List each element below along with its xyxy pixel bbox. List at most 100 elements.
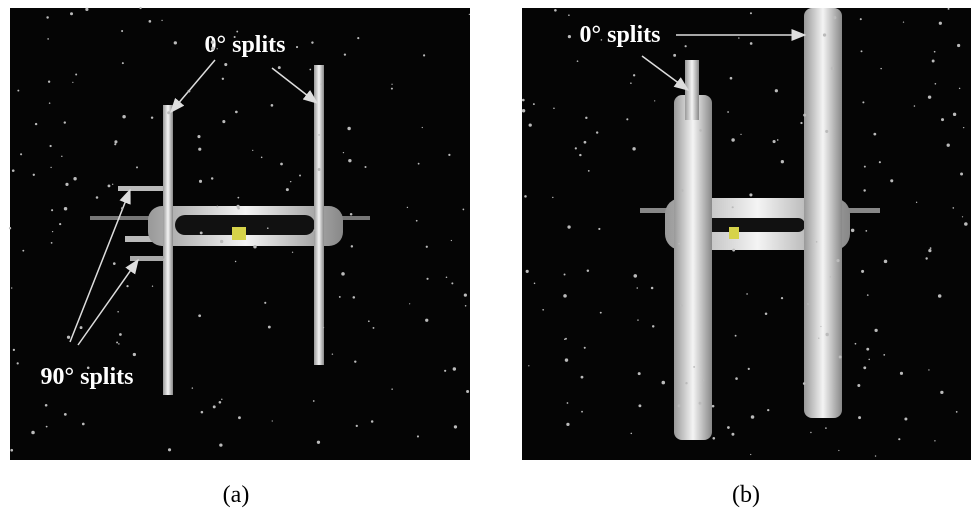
speck	[224, 63, 227, 66]
speck	[565, 358, 568, 361]
speck	[930, 247, 932, 249]
speck	[391, 388, 393, 390]
speck	[235, 261, 236, 262]
speck	[522, 109, 525, 112]
speck	[198, 148, 201, 151]
speck	[198, 314, 201, 317]
speck	[321, 83, 323, 85]
speck	[568, 14, 570, 16]
speck	[553, 107, 555, 109]
speck	[727, 111, 729, 113]
speck	[630, 82, 632, 84]
speck	[317, 441, 320, 444]
speck	[638, 372, 641, 375]
speck	[953, 113, 956, 116]
speck	[219, 443, 222, 446]
speck	[816, 241, 818, 243]
speck	[45, 404, 48, 407]
speck	[638, 404, 641, 407]
speck	[956, 411, 958, 413]
speck	[727, 426, 730, 429]
speck	[685, 382, 687, 384]
speck	[451, 240, 452, 241]
speck	[46, 426, 48, 428]
speck	[371, 420, 374, 423]
speck	[192, 387, 193, 388]
speck	[9, 227, 11, 229]
speck	[693, 366, 695, 368]
speck	[75, 73, 77, 75]
speck	[17, 90, 19, 92]
speck	[678, 243, 680, 245]
split	[163, 105, 173, 395]
speck	[529, 124, 532, 127]
speck	[818, 337, 819, 338]
speck	[341, 272, 345, 276]
speck	[577, 60, 579, 62]
speck	[932, 60, 935, 63]
speck	[280, 163, 283, 166]
speck	[775, 89, 778, 92]
speck	[939, 22, 942, 25]
speck	[948, 8, 950, 10]
speck	[552, 197, 553, 198]
speck	[928, 95, 931, 98]
speck	[278, 66, 281, 69]
speck	[112, 184, 113, 185]
speck	[522, 99, 525, 102]
speck	[351, 245, 353, 247]
speck	[584, 347, 586, 349]
speck	[864, 166, 866, 168]
speck	[626, 118, 628, 120]
speck	[730, 77, 733, 80]
speck	[136, 166, 138, 168]
speck	[253, 245, 256, 248]
speck	[222, 120, 225, 123]
speck	[654, 100, 655, 101]
speck	[807, 303, 809, 305]
speck	[680, 304, 683, 307]
split	[804, 8, 842, 418]
speck	[348, 159, 351, 162]
speck	[732, 206, 734, 208]
speck	[121, 207, 123, 209]
speck	[598, 228, 600, 230]
speck	[216, 206, 218, 208]
speck	[296, 46, 298, 48]
speck	[234, 36, 236, 38]
speck	[947, 144, 950, 147]
speck	[633, 274, 637, 278]
speck	[952, 207, 954, 209]
speck	[72, 82, 73, 83]
speck	[422, 127, 423, 128]
speck	[630, 433, 632, 435]
speck	[108, 184, 111, 187]
speck	[585, 117, 587, 119]
speck	[31, 431, 35, 435]
speck	[874, 329, 877, 332]
speck	[417, 435, 419, 437]
speck	[601, 39, 603, 41]
hole	[705, 218, 805, 232]
speck	[781, 297, 783, 299]
speck	[51, 209, 53, 211]
speck	[633, 74, 635, 76]
speck	[64, 207, 67, 210]
split	[674, 95, 712, 440]
speck	[444, 370, 446, 372]
speck	[174, 41, 177, 44]
speck	[925, 257, 927, 259]
speck	[122, 62, 124, 64]
speck	[122, 115, 125, 118]
speck	[542, 309, 544, 311]
speck	[354, 360, 356, 362]
speck	[748, 368, 750, 370]
speck	[928, 249, 931, 252]
speck	[448, 154, 450, 156]
speck	[862, 101, 864, 103]
speck	[318, 134, 320, 136]
speck	[749, 193, 752, 196]
speck	[800, 122, 802, 124]
speck	[533, 103, 535, 105]
speck	[236, 31, 238, 33]
